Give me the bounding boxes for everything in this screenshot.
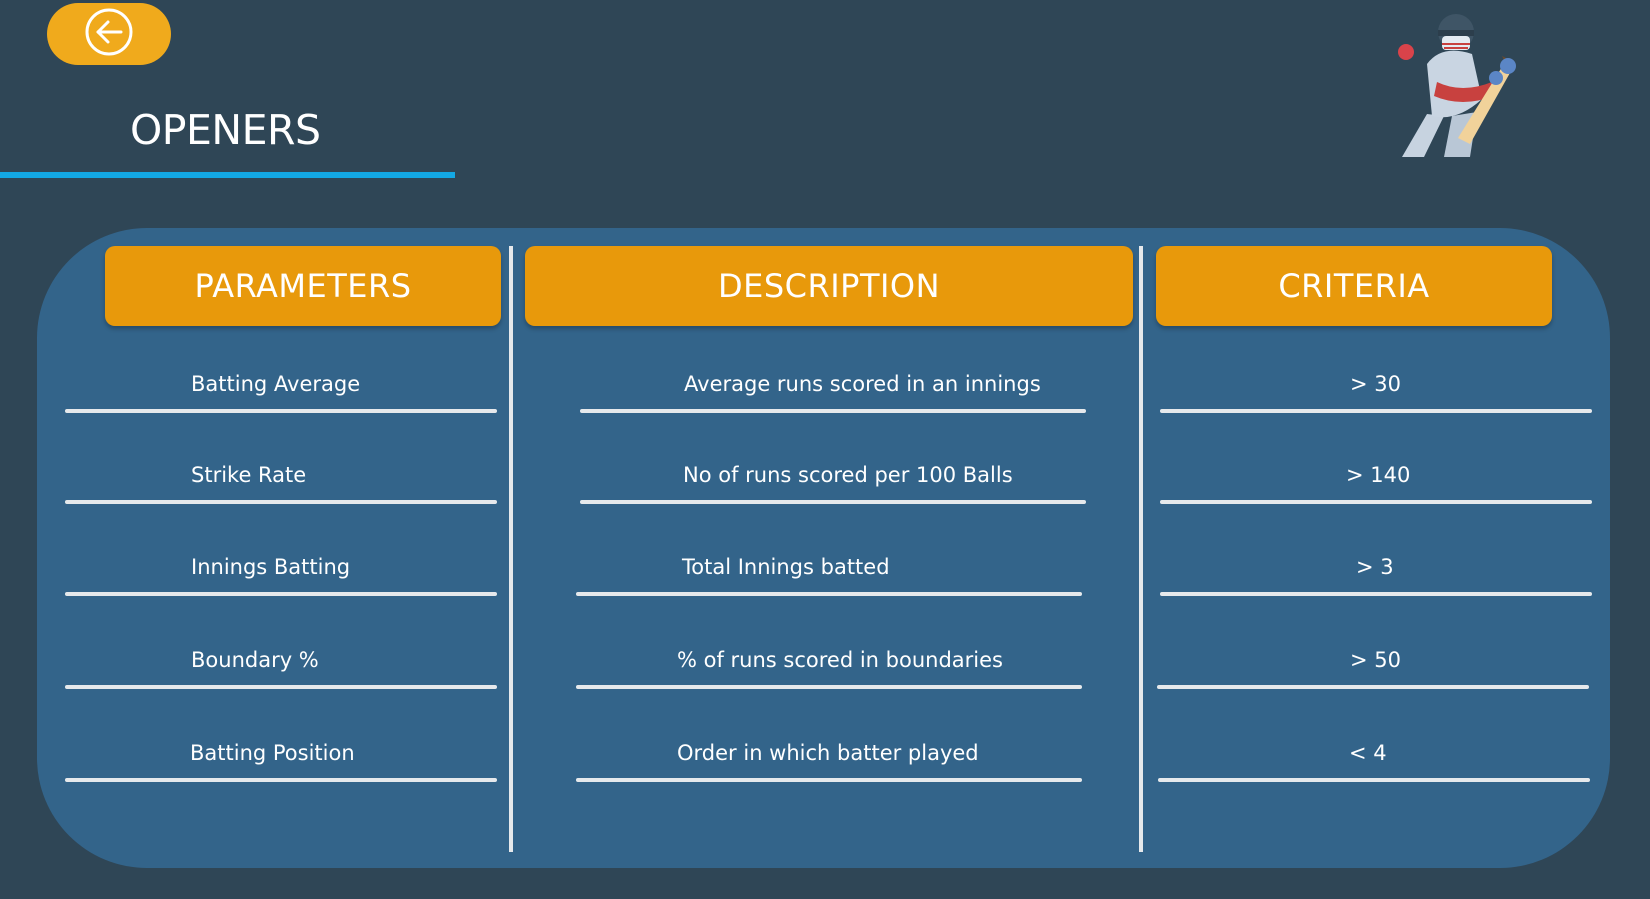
row-criteria: > 30	[1160, 364, 1592, 413]
row-description: Average runs scored in an innings	[580, 364, 1086, 413]
row-underline	[1158, 778, 1590, 782]
back-button[interactable]	[47, 3, 171, 65]
row-description: No of runs scored per 100 Balls	[580, 455, 1086, 504]
parameter-label: Batting Position	[190, 741, 355, 765]
row-underline	[1160, 409, 1592, 413]
parameter-label: Innings Batting	[191, 555, 351, 579]
row-criteria: < 4	[1158, 733, 1590, 782]
row-criteria: > 3	[1160, 547, 1592, 596]
page-title: OPENERS	[130, 106, 321, 154]
row-underline	[1160, 592, 1592, 596]
parameter-label: Batting Average	[191, 372, 361, 396]
row-criteria: > 140	[1160, 455, 1592, 504]
description-label: Order in which batter played	[677, 741, 979, 765]
row-parameter: Strike Rate	[65, 455, 497, 504]
row-underline	[580, 409, 1086, 413]
row-underline	[65, 592, 497, 596]
row-parameter: Boundary %	[65, 640, 497, 689]
title-underline	[0, 172, 455, 178]
parameter-label: Boundary %	[191, 648, 319, 672]
row-underline	[1157, 685, 1589, 689]
criteria-value: > 3	[1356, 555, 1394, 579]
column-divider	[509, 246, 513, 852]
criteria-value: > 50	[1350, 648, 1401, 672]
description-label: % of runs scored in boundaries	[677, 648, 1003, 672]
row-parameter: Innings Batting	[65, 547, 497, 596]
row-underline	[65, 778, 497, 782]
row-underline	[65, 409, 497, 413]
row-underline	[65, 685, 497, 689]
row-criteria: > 50	[1157, 640, 1589, 689]
row-parameter: Batting Position	[65, 733, 497, 782]
description-label: Total Innings batted	[682, 555, 890, 579]
header-description: DESCRIPTION	[525, 246, 1133, 326]
cricket-batter-illustration	[1382, 4, 1530, 160]
row-underline	[576, 778, 1082, 782]
row-underline	[580, 500, 1086, 504]
row-underline	[576, 592, 1082, 596]
description-label: Average runs scored in an innings	[684, 372, 1041, 396]
criteria-value: > 140	[1346, 463, 1411, 487]
parameter-label: Strike Rate	[191, 463, 307, 487]
arrow-left-circle-icon	[83, 6, 135, 62]
row-parameter: Batting Average	[65, 364, 497, 413]
row-underline	[576, 685, 1082, 689]
header-parameters: PARAMETERS	[105, 246, 501, 326]
row-description: Total Innings batted	[576, 547, 1082, 596]
header-criteria: CRITERIA	[1156, 246, 1552, 326]
row-underline	[65, 500, 497, 504]
row-underline	[1160, 500, 1592, 504]
description-label: No of runs scored per 100 Balls	[683, 463, 1013, 487]
row-description: Order in which batter played	[576, 733, 1082, 782]
criteria-panel: PARAMETERS DESCRIPTION CRITERIA Batting …	[37, 228, 1610, 868]
criteria-value: < 4	[1349, 741, 1387, 765]
column-divider	[1139, 246, 1143, 852]
row-description: % of runs scored in boundaries	[576, 640, 1082, 689]
criteria-value: > 30	[1350, 372, 1401, 396]
